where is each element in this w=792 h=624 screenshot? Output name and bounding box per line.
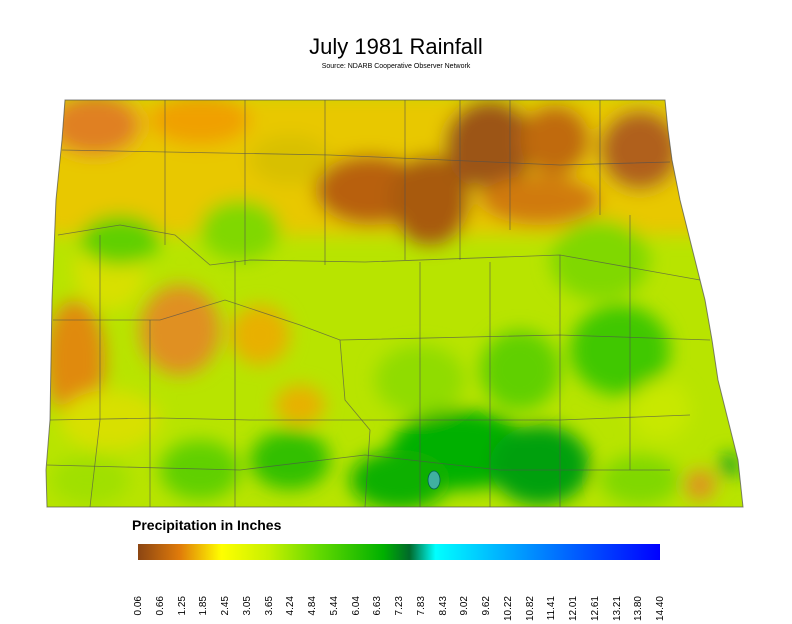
legend-color-bar: [138, 544, 660, 560]
legend-tick-label: 13.80: [633, 596, 645, 622]
legend-tick-label: 0.66: [154, 596, 166, 616]
legend-tick-label: 10.22: [502, 596, 514, 622]
legend-tick-label: 14.40: [655, 596, 666, 622]
legend-tick-label: 4.84: [307, 596, 318, 616]
legend-tick-label: 6.04: [350, 596, 362, 616]
legend-tick-label: 6.63: [372, 596, 384, 616]
legend-tick-label: 1.25: [176, 596, 188, 616]
legend-tick-label: 1.85: [198, 596, 210, 616]
legend-tick-label: 8.43: [437, 596, 449, 616]
legend-tick-label: 4.24: [285, 596, 297, 616]
legend-tick-label: 5.44: [328, 596, 340, 616]
map-source: Source: NDARB Cooperative Observer Netwo…: [321, 63, 471, 70]
legend-tick-label: 12.61: [589, 596, 601, 622]
legend-tick-label: 7.23: [394, 596, 405, 616]
legend-tick-label: 2.45: [220, 596, 231, 616]
legend-tick-label: 9.02: [459, 596, 471, 616]
legend-tick-label: 10.82: [524, 596, 536, 622]
legend-tick-label: 11.41: [546, 596, 558, 621]
legend-tick-label: 12.01: [568, 596, 579, 622]
legend-title: Precipitation in Inches: [132, 517, 282, 533]
legend-tick-label: 7.83: [415, 596, 427, 616]
legend-tick-label: 13.21: [611, 596, 623, 622]
map-title: July 1981 Rainfall: [309, 34, 483, 59]
legend-tick-label: 3.65: [263, 596, 275, 616]
legend-tick-label: 0.06: [133, 596, 144, 616]
legend-tick-label: 3.05: [241, 596, 253, 616]
county-boundaries: [45, 99, 744, 508]
legend-tick-label: 9.62: [481, 596, 492, 616]
precip-surface: [46, 100, 743, 507]
